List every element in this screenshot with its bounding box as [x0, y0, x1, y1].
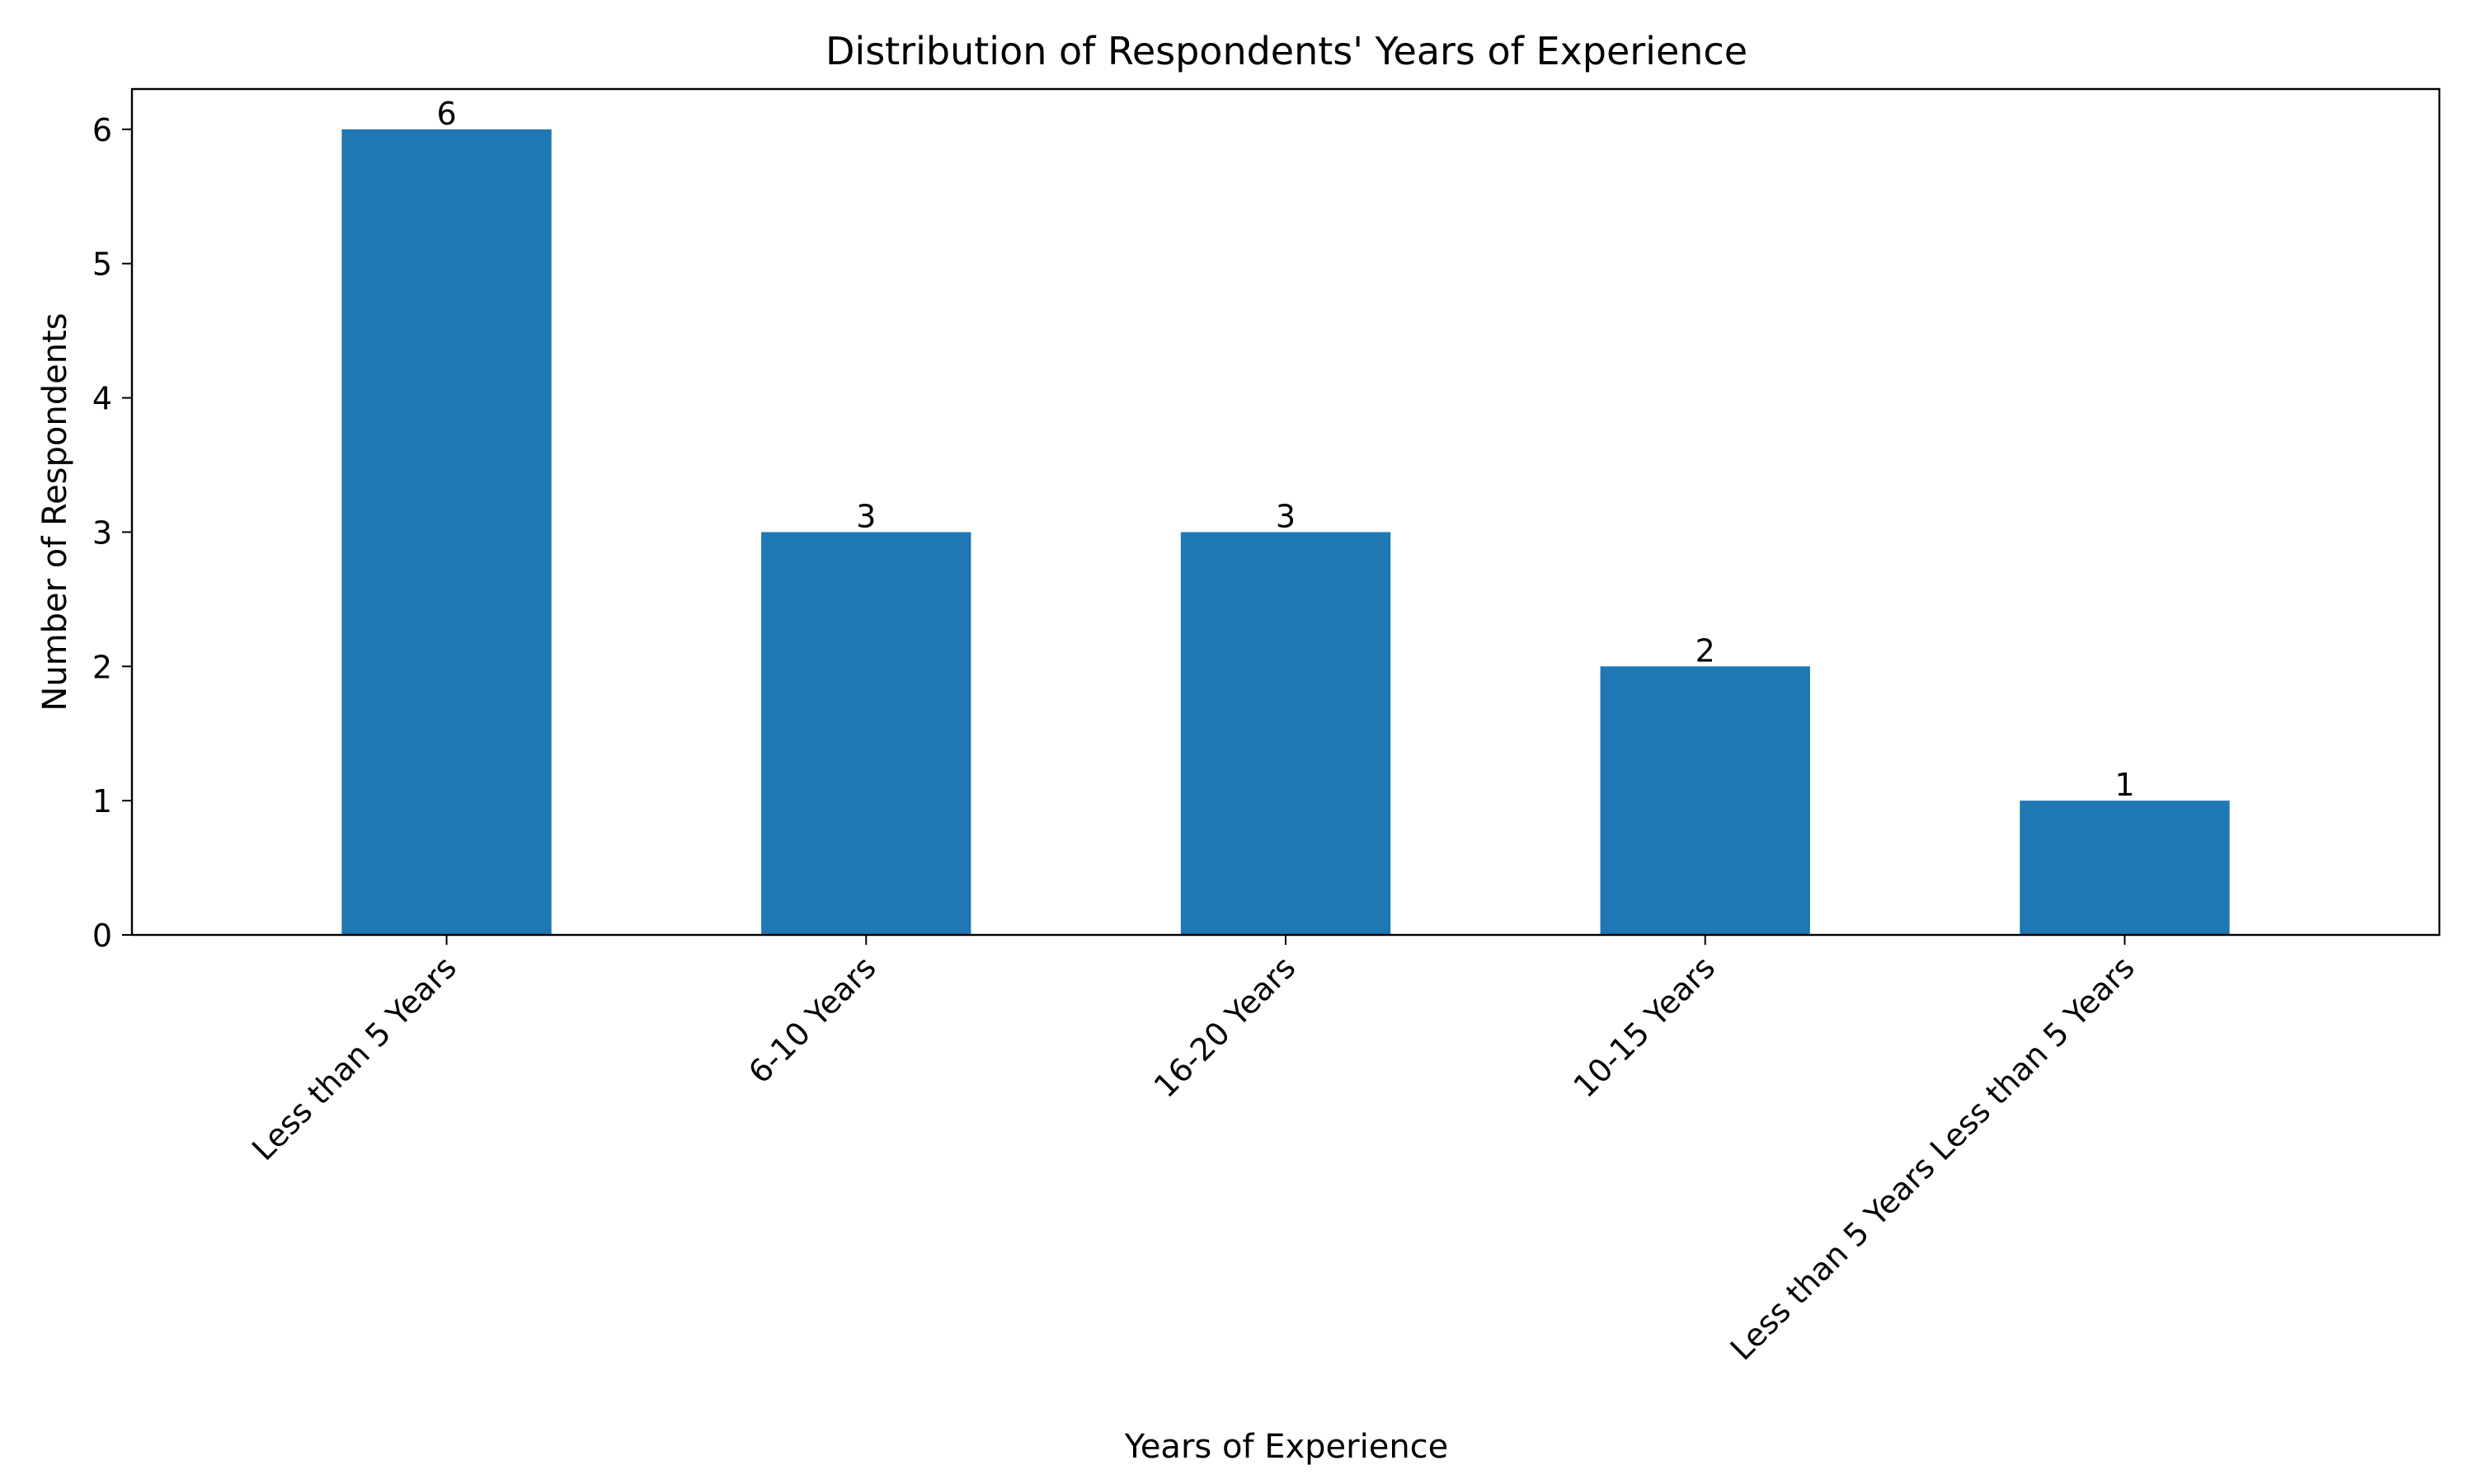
x-tick-label: Less than 5 Years Less than 5 Years [1724, 949, 2142, 1367]
data-label: 2 [1696, 632, 1715, 669]
data-label: 6 [436, 96, 456, 132]
y-tick-label: 1 [92, 783, 112, 819]
x-tick-label: 10-15 Years [1566, 949, 1722, 1105]
bar [761, 532, 971, 935]
y-tick-label: 5 [92, 247, 112, 283]
x-tick-label: 16-20 Years [1147, 949, 1303, 1105]
x-axis-label: Years of Experience [1124, 1428, 1449, 1466]
x-tick-label: Less than 5 Years [245, 949, 463, 1167]
y-tick-label: 4 [92, 381, 112, 417]
x-tick-label: 6-10 Years [741, 949, 883, 1091]
y-tick-label: 2 [92, 649, 112, 685]
plot-area: 6 3 3 2 1 0 1 2 3 4 5 6 Less than 5 Years 6-10 Years 1… [92, 87, 2441, 1367]
y-tick-label: 3 [92, 514, 112, 551]
bar [341, 129, 552, 936]
y-axis-label: Number of Respondents [36, 312, 74, 711]
bar [1180, 532, 1391, 935]
bar [1600, 666, 1810, 935]
y-tick-label: 0 [92, 918, 112, 954]
chart-title: Distribution of Respondents' Years of Ex… [825, 29, 1747, 73]
data-label: 3 [856, 498, 876, 534]
bar [2020, 801, 2230, 935]
data-label: 3 [1276, 498, 1296, 534]
y-tick-label: 6 [92, 112, 112, 148]
data-label: 1 [2114, 767, 2134, 803]
